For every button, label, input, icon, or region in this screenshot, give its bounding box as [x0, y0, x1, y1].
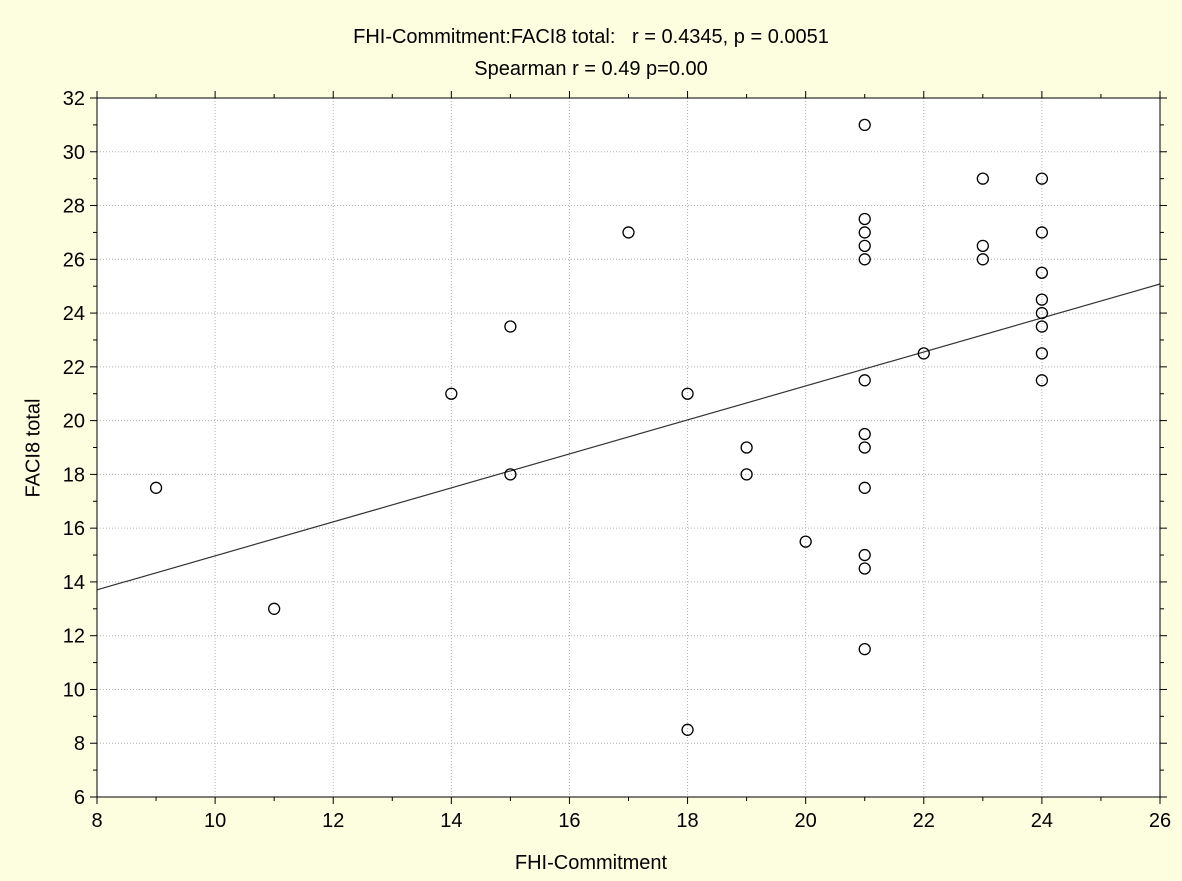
data-point — [681, 387, 694, 400]
data-point — [858, 562, 871, 575]
data-point — [858, 441, 871, 454]
regression-line-group — [96, 283, 1161, 591]
data-point — [1035, 320, 1049, 333]
data-point — [1035, 374, 1049, 387]
data-point — [858, 212, 871, 226]
data-point — [1035, 293, 1049, 306]
data-point — [149, 481, 163, 494]
chart-subtitle: Spearman r = 0.49 p=0.00 — [474, 58, 708, 80]
x-tick-label: 24 — [1031, 810, 1053, 832]
data-point — [268, 602, 281, 615]
plot-frame — [96, 97, 1161, 798]
x-tick-label: 16 — [558, 810, 580, 832]
y-tick-label: 8 — [74, 733, 85, 755]
x-tick-label: 26 — [1149, 810, 1171, 832]
data-point — [976, 239, 989, 253]
y-tick-label: 16 — [63, 518, 85, 540]
data-point — [1035, 306, 1049, 320]
data-point — [976, 172, 989, 185]
grid-lines — [97, 98, 1160, 797]
y-tick-label: 20 — [63, 411, 85, 433]
x-tick-label: 10 — [204, 810, 226, 832]
y-tick-label: 12 — [63, 626, 85, 648]
x-axis-label: FHI-Commitment — [514, 852, 668, 874]
y-tick-label: 14 — [63, 572, 85, 594]
data-point — [858, 427, 871, 441]
data-point — [504, 320, 517, 333]
regression-line — [96, 283, 1161, 591]
data-point — [858, 253, 871, 266]
data-point — [976, 253, 989, 266]
data-point — [858, 481, 871, 494]
data-point — [1035, 266, 1049, 279]
data-point — [681, 723, 694, 736]
y-axis-label: FACI8 total — [22, 398, 45, 498]
data-point — [1035, 172, 1049, 185]
axis-ticks: 8 10 12 14 16 18 20 22 24 26681012141618202224262… — [63, 88, 1171, 832]
x-tick-label: 14 — [440, 810, 462, 832]
x-tick-label: 12 — [322, 810, 344, 832]
y-tick-label: 24 — [63, 303, 85, 325]
plot-area — [97, 98, 1160, 797]
y-tick-label: 22 — [63, 357, 85, 379]
x-tick-label: 22 — [913, 810, 935, 832]
data-point — [1035, 226, 1049, 239]
x-tick-label: 18 — [676, 810, 698, 832]
data-point — [858, 118, 871, 132]
y-tick-label: 28 — [63, 196, 85, 218]
data-point — [858, 239, 871, 253]
y-tick-label: 26 — [63, 249, 85, 271]
data-point — [740, 468, 753, 481]
data-point — [445, 387, 458, 400]
data-point — [917, 347, 930, 360]
data-point — [622, 226, 635, 239]
data-point — [799, 535, 812, 548]
y-tick-label: 30 — [63, 142, 85, 164]
data-point — [740, 441, 753, 454]
data-points — [149, 118, 1049, 736]
data-point — [858, 642, 871, 656]
data-point — [1035, 347, 1049, 360]
y-tick-label: 10 — [63, 679, 85, 701]
data-point — [858, 226, 871, 239]
data-point — [858, 374, 871, 387]
x-tick-label: 20 — [795, 810, 817, 832]
y-tick-label: 18 — [63, 464, 85, 486]
y-tick-label: 32 — [63, 88, 85, 110]
chart-title: FHI-Commitment:FACI8 total: r = 0.4345, … — [353, 26, 829, 48]
x-tick-label: 8 — [91, 810, 102, 832]
y-tick-label: 6 — [74, 787, 85, 809]
minor-ticks — [93, 94, 1164, 801]
data-point — [858, 548, 871, 562]
data-point — [504, 468, 517, 481]
